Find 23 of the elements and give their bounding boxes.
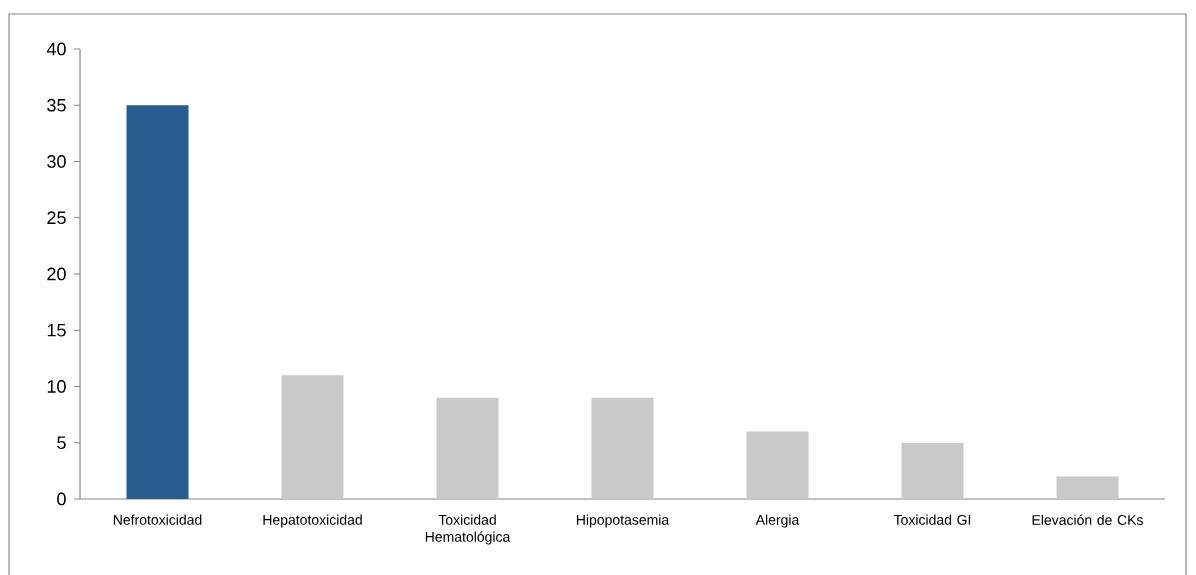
x-tick-label: Elevación de CKs xyxy=(1032,514,1143,525)
y-tick-label: 10 xyxy=(47,380,66,393)
y-tick-label: 20 xyxy=(47,267,66,281)
y-tick-label: 30 xyxy=(47,155,66,168)
bar xyxy=(281,375,344,499)
x-tick-label: Hepatotoxicidad xyxy=(263,514,362,528)
x-tick-label: Toxicidad GI xyxy=(893,514,971,525)
y-tick-label: 40 xyxy=(46,42,66,56)
bar xyxy=(746,431,809,499)
x-tick-label: Alergia xyxy=(755,514,800,528)
y-tick-label: 35 xyxy=(47,98,66,112)
x-tick-label: Toxicidad Hematológica xyxy=(425,514,511,545)
bar xyxy=(126,105,189,499)
y-tick-label: 15 xyxy=(47,323,66,337)
x-tick-label: Hipopotasemia xyxy=(576,514,670,528)
y-tick-label: 25 xyxy=(47,211,66,225)
bar xyxy=(591,397,654,499)
bar xyxy=(1056,476,1119,499)
y-tick-label: 0 xyxy=(57,492,66,506)
bar xyxy=(436,397,499,499)
y-tick-label: 5 xyxy=(57,436,66,450)
bar xyxy=(901,442,964,499)
x-tick-label: Nefrotoxicidad xyxy=(113,514,202,525)
